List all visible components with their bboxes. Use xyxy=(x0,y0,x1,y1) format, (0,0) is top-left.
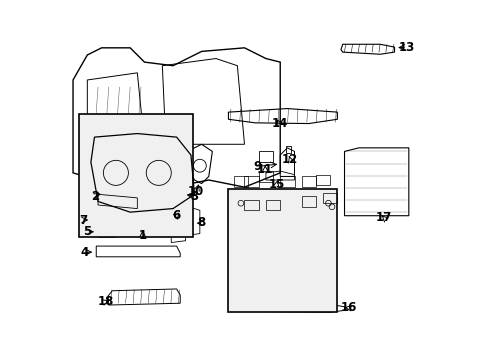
Text: 3: 3 xyxy=(190,190,198,203)
Text: 8: 8 xyxy=(197,216,205,229)
Text: 5: 5 xyxy=(83,225,91,238)
Text: 13: 13 xyxy=(398,41,414,54)
Bar xyxy=(228,189,337,312)
Text: 11: 11 xyxy=(257,163,273,176)
Text: 17: 17 xyxy=(375,211,391,224)
Bar xyxy=(258,152,272,162)
Bar xyxy=(233,176,247,187)
Text: 9: 9 xyxy=(252,160,261,173)
Text: 4: 4 xyxy=(80,246,88,258)
Text: 15: 15 xyxy=(268,178,284,191)
Bar xyxy=(301,196,315,207)
Text: 7: 7 xyxy=(79,213,87,226)
Bar xyxy=(265,200,280,210)
Bar xyxy=(280,176,294,187)
Text: 2: 2 xyxy=(91,190,99,203)
Text: 16: 16 xyxy=(340,301,356,314)
Text: 14: 14 xyxy=(271,117,287,130)
Bar xyxy=(301,176,315,187)
Text: 6: 6 xyxy=(172,209,181,222)
Bar xyxy=(285,146,290,153)
Bar xyxy=(258,171,272,182)
Text: 18: 18 xyxy=(98,295,114,308)
Bar xyxy=(80,114,192,237)
Bar xyxy=(315,175,329,185)
Text: 10: 10 xyxy=(188,185,204,198)
Text: 1: 1 xyxy=(138,229,146,242)
Text: 12: 12 xyxy=(282,153,298,166)
Bar xyxy=(323,193,337,203)
Bar xyxy=(244,176,258,187)
Bar xyxy=(89,216,105,225)
Bar xyxy=(244,200,258,210)
